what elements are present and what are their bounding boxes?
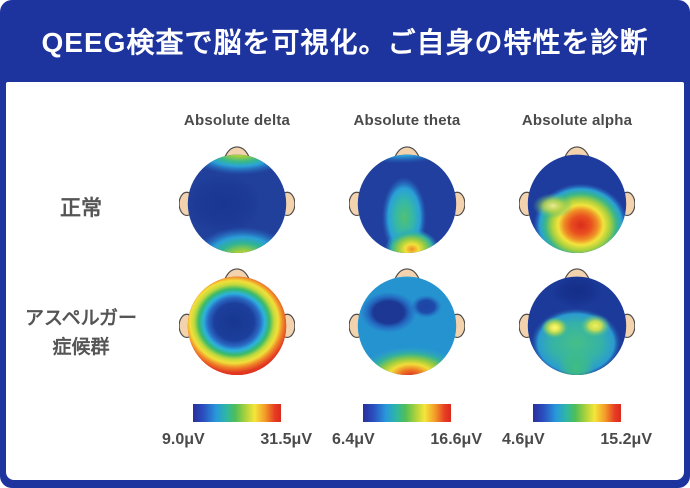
scale-max-alpha: 15.2μV xyxy=(600,431,652,448)
column-header-absolute-delta: Absolute delta xyxy=(183,112,291,129)
topomap-delta-asperger xyxy=(179,268,295,376)
scalp-heatmap xyxy=(187,154,287,254)
scale-max-theta: 16.6μV xyxy=(430,431,482,448)
topomap-alpha-asperger xyxy=(519,268,635,376)
scalp-heatmap xyxy=(357,154,457,254)
scale-min-theta: 6.4μV xyxy=(332,431,375,448)
scalp-heatmap xyxy=(527,276,627,376)
scale-max-delta: 31.5μV xyxy=(260,431,312,448)
scalp-heatmap xyxy=(527,154,627,254)
topomap-theta-normal xyxy=(349,146,465,254)
topomap-theta-asperger xyxy=(349,268,465,376)
column-header-absolute-theta: Absolute theta xyxy=(353,112,461,129)
colorbar-group-theta: 6.4μV 16.6μV xyxy=(332,404,482,449)
column-header-absolute-alpha: Absolute alpha xyxy=(521,112,633,129)
header-banner: QEEG検査で脳を可視化。ご自身の特性を診断 xyxy=(0,0,690,82)
topomap-delta-normal xyxy=(179,146,295,254)
row-label-asperger: アスペルガー 症候群 xyxy=(6,304,156,362)
colorbar-group-delta: 9.0μV 31.5μV xyxy=(162,404,312,449)
scalp-heatmap xyxy=(357,276,457,376)
colorbar-theta xyxy=(363,404,451,422)
colorbar-delta xyxy=(193,404,281,422)
row-label-normal: 正常 xyxy=(60,197,102,220)
scalp-heatmap xyxy=(187,276,287,376)
colorbar-alpha xyxy=(533,404,621,422)
topomap-alpha-normal xyxy=(519,146,635,254)
scale-min-alpha: 4.6μV xyxy=(502,431,545,448)
row-label-asperger-line2: 症候群 xyxy=(52,337,110,358)
content-panel: Absolute delta Absolute theta Absolute a… xyxy=(6,82,684,480)
colorbar-group-alpha: 4.6μV 15.2μV xyxy=(502,404,652,449)
row-label-asperger-line1: アスペルガー xyxy=(24,308,138,329)
scale-min-delta: 9.0μV xyxy=(162,431,205,448)
page-title: QEEG検査で脳を可視化。ご自身の特性を診断 xyxy=(41,27,649,58)
